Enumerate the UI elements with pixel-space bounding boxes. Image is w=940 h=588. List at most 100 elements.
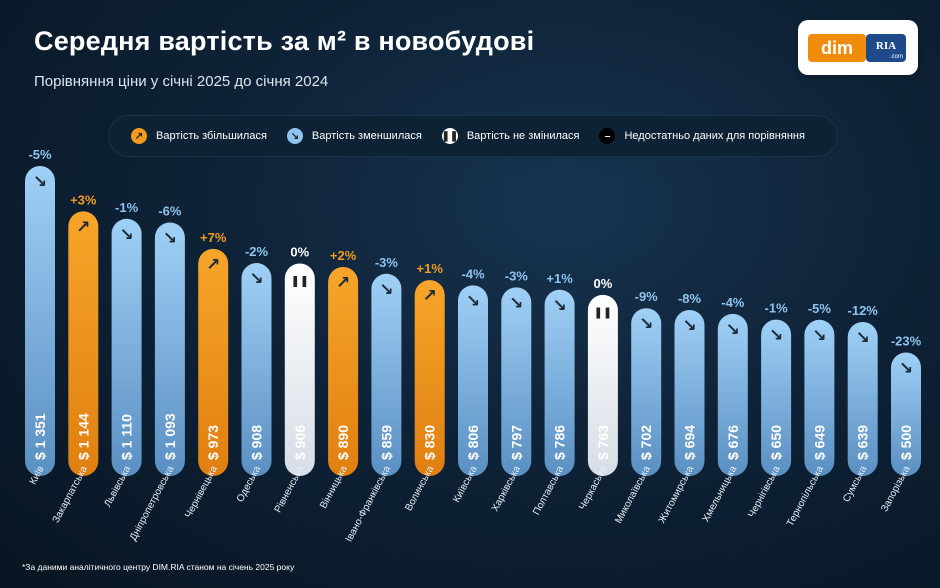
arrow-down-right-icon: ↘ xyxy=(856,328,870,348)
category-label: Житомирська xyxy=(657,464,697,525)
bar xyxy=(154,222,185,476)
change-label: +2% xyxy=(330,248,357,263)
dim-ria-logo[interactable]: dim RIA .com xyxy=(798,20,918,75)
value-label: $ 890 xyxy=(335,425,351,460)
change-label: -8% xyxy=(678,291,702,306)
change-label: +7% xyxy=(200,230,227,245)
bar-group: ↘ -9% $ 702 Миколаївська xyxy=(613,289,662,526)
change-label: -5% xyxy=(28,147,52,162)
change-label: 0% xyxy=(290,244,309,259)
bar xyxy=(587,294,618,476)
bar-group: ↘ -8% $ 694 Житомирська xyxy=(657,291,705,525)
value-label: $ 649 xyxy=(811,425,827,460)
arrow-up-right-icon: ↗ xyxy=(336,273,350,293)
arrow-down-right-icon: ↘ xyxy=(682,316,696,336)
value-label: $ 694 xyxy=(682,425,698,460)
logo-ria-domain: .com xyxy=(889,54,903,60)
arrow-down-right-icon: ↘ xyxy=(286,128,303,144)
value-label: $ 702 xyxy=(638,425,654,460)
bar xyxy=(501,287,532,476)
bar-group: ↘ -4% $ 676 Хмельницька xyxy=(701,295,748,524)
category-label: Чернігівська xyxy=(746,464,783,520)
arrow-up-right-icon: ↗ xyxy=(423,286,437,306)
value-label: $ 906 xyxy=(292,425,308,460)
value-label: $ 830 xyxy=(422,425,438,460)
value-label: $ 806 xyxy=(465,425,481,460)
arrow-up-right-icon: ↗ xyxy=(206,255,220,275)
category-label: Полтавська xyxy=(531,464,566,517)
bar-group: ↘ +1% $ 786 Полтавська xyxy=(531,271,575,517)
arrow-down-right-icon: ↘ xyxy=(552,296,566,316)
arrow-down-right-icon: ↘ xyxy=(769,326,783,346)
bar xyxy=(717,313,748,476)
value-label: $ 973 xyxy=(205,425,221,460)
legend-item-no-data: – Недостатньо даних для порівняння xyxy=(599,128,805,144)
pause-icon: ❚❚ xyxy=(441,128,458,144)
logo-ria-part: RIA .com xyxy=(866,34,906,62)
bar xyxy=(631,308,662,476)
bar xyxy=(371,273,402,476)
arrow-down-right-icon: ↘ xyxy=(639,314,653,334)
value-label: $ 908 xyxy=(249,425,265,460)
footnote: *За даними аналітичного центру DIM.RIA с… xyxy=(22,562,295,572)
legend-label: Вартість збільшилася xyxy=(156,130,267,142)
category-label: Тернопільська xyxy=(785,464,826,529)
bar-group: ↘ -5% $ 649 Тернопільська xyxy=(785,301,835,529)
change-label: -23% xyxy=(891,333,922,348)
minus-icon: – xyxy=(599,128,616,144)
change-label: -3% xyxy=(505,268,529,283)
arrow-up-right-icon: ↗ xyxy=(76,217,90,237)
change-label: -9% xyxy=(635,289,659,304)
bar xyxy=(891,352,921,476)
arrow-down-right-icon: ↘ xyxy=(119,225,133,245)
bar xyxy=(198,248,229,476)
value-label: $ 639 xyxy=(855,425,871,460)
pause-icon: ❚❚ xyxy=(594,306,612,319)
legend-label: Недостатньо даних для порівняння xyxy=(624,130,805,142)
change-label: -6% xyxy=(158,204,182,219)
bar xyxy=(458,285,488,476)
arrow-down-right-icon: ↘ xyxy=(509,293,523,313)
category-label: Миколаївська xyxy=(613,464,653,526)
change-label: -4% xyxy=(721,295,745,310)
bar xyxy=(111,218,142,476)
change-label: -1% xyxy=(115,200,139,215)
value-label: $ 1 351 xyxy=(32,413,48,460)
bar xyxy=(847,321,878,476)
bar-group: ↗ +7% $ 973 Чернівецька xyxy=(183,230,229,520)
change-label: -4% xyxy=(461,266,485,281)
category-label: Закарпатська xyxy=(51,464,90,525)
value-label: $ 797 xyxy=(508,425,524,460)
bar xyxy=(284,263,315,476)
pause-icon: ❚❚ xyxy=(291,274,309,287)
arrow-down-right-icon: ↘ xyxy=(33,172,47,192)
arrow-down-right-icon: ↘ xyxy=(812,326,826,346)
value-label: $ 1 144 xyxy=(75,413,91,460)
logo-dim-part: dim xyxy=(808,34,866,62)
value-label: $ 859 xyxy=(378,425,394,460)
bar xyxy=(414,280,445,476)
bar xyxy=(674,309,705,476)
legend-label: Вартість не змінилася xyxy=(466,130,580,142)
arrow-down-right-icon: ↘ xyxy=(379,280,393,300)
value-label: $ 650 xyxy=(768,425,784,460)
legend: ↗ Вартість збільшилася ↘ Вартість зменши… xyxy=(108,115,838,157)
bar xyxy=(328,267,359,476)
value-label: $ 1 093 xyxy=(162,413,178,460)
change-label: +1% xyxy=(546,271,573,286)
category-label: Івано-Франківська xyxy=(344,464,394,544)
change-label: +3% xyxy=(70,192,97,207)
logo-ria-text: RIA xyxy=(875,40,897,52)
value-label: $ 1 110 xyxy=(119,414,135,460)
bar xyxy=(68,211,99,476)
bar xyxy=(544,289,575,476)
bar-group: ↘ -1% $ 650 Чернігівська xyxy=(746,301,792,520)
category-label: Чернівецька xyxy=(183,464,220,520)
